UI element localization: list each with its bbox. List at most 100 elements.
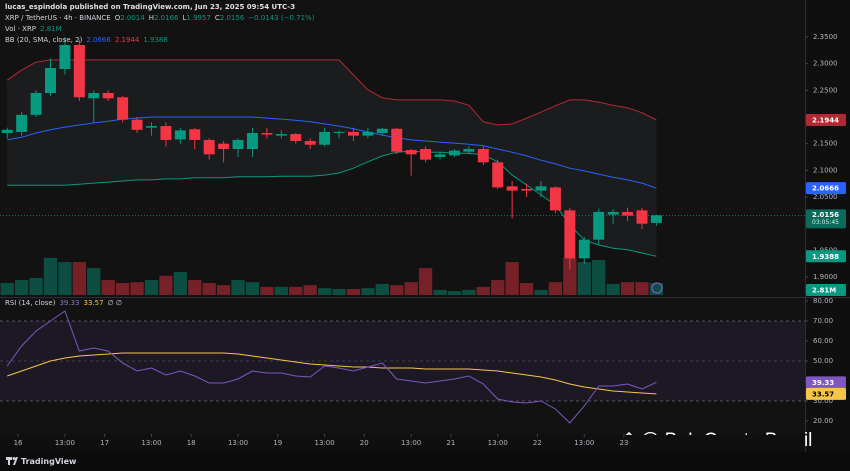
y-tick-label: 2.0500 [813,193,838,201]
volume-bar [418,268,433,295]
rsi-tag-bg [806,376,846,389]
volume-bar [43,257,58,295]
bb-title: BB (20, SMA, close, 2) [5,36,83,44]
countdown: 03:05:45 [812,219,839,226]
bb-lower-tag-bg [806,250,846,263]
candle-body [189,129,201,140]
candle-body [362,131,374,136]
candle-body [636,210,648,224]
candle-body [1,129,13,134]
volume-bar [173,271,187,295]
volume-bar [361,288,375,295]
candle-body [290,134,302,142]
rsi-tag: 39.33 [812,379,834,387]
volume-bar [491,280,505,295]
volume-bar [202,283,216,295]
volume-bar [29,277,43,295]
ohlc-letter: H [148,14,154,22]
x-tick-label: 13:00 [141,439,161,447]
bb-upper-value: 2.1944 [114,36,140,44]
rsi-ma-tag-bg [806,387,846,400]
candle-body [145,126,157,128]
candle-body [376,128,388,134]
bb-lower-value: 1.9388 [143,36,168,44]
candle-body [203,139,215,155]
x-tick-label: 21 [446,439,455,447]
volume-bar [0,283,14,295]
volume-bar [346,289,361,295]
y-tick-label: 2.2500 [813,86,838,94]
published: lucas_espindola published on TradingView… [5,3,296,11]
candle-body [420,149,432,160]
volume-bar [534,289,548,295]
volume-bar [231,280,245,295]
volume-bar [260,286,274,295]
x-tick-label: 17 [100,439,109,447]
candle-body [304,141,316,145]
volume-tag-bg [806,284,846,296]
rsi-legend: RSI (14, close) 39.33 33.57 ∅ ∅ [5,298,122,309]
rsi-tick-label: 60.00 [813,337,833,345]
candle-body [333,131,345,134]
bb-middle-tag-bg [806,182,846,195]
volume-bar [289,286,303,295]
x-tick-label: 22 [533,439,542,447]
volume-bar [390,285,404,295]
ohlc-value: 2.0156 [219,14,245,22]
ohlc-item: O2.0014 [115,13,145,24]
candle-body [218,143,230,150]
x-tick-label: 16 [14,439,23,447]
bb-lower-tag: 1.9388 [812,253,839,261]
symbol: XRP / TetherUS · 4h · BINANCE [5,14,111,22]
candle-body [275,134,287,136]
volume-bar [159,275,173,295]
candle-body [506,186,518,191]
volume-bar [188,280,202,295]
volume-bar [433,289,447,295]
candle-body [16,114,28,132]
y-tick-label: 2.1500 [813,140,838,148]
volume-bar [303,285,317,295]
rsi-ma-value: 33.57 [83,299,104,307]
volume-bar [447,291,462,295]
rsi-title: RSI (14, close) [5,299,56,307]
candle-body [261,133,273,135]
candle-body [578,239,590,259]
candle-body [45,67,56,94]
volume-bar [505,262,519,295]
rsi-ma [7,352,657,395]
candle-body [246,133,258,150]
x-axis-strip [0,435,805,452]
x-tick-label: 19 [273,439,282,447]
x-tick-label: 13:00 [401,439,421,447]
y-tick-label: 2.3000 [813,60,838,68]
volume-bar [144,280,159,295]
volume-bar [606,283,620,295]
candle-body [117,97,129,120]
rsi-tick-label: 20.00 [813,417,833,425]
volume-bar [317,288,332,295]
brand: TradingView [21,457,77,466]
bb-upper-tag-bg [806,113,846,126]
volume-bar [245,282,260,295]
bb-upper [6,59,657,126]
volume-bar [519,283,534,295]
volume-bar [404,282,418,295]
candle-body [232,139,244,150]
bb-middle-tag: 2.0666 [812,185,839,193]
candle-body [174,130,186,140]
volume-bar [72,262,86,295]
candle-body [593,211,605,240]
symbol-row: XRP / TetherUS · 4h · BINANCE O2.0014 H 2.0… [5,13,314,24]
volume-bar [274,286,288,295]
volume-bar [332,289,346,295]
rsi-tick-label: 30.00 [813,397,833,405]
last-price-tag-bg [806,209,846,229]
volume-bar [101,280,115,295]
price-pane [0,0,805,297]
volume-bar [548,282,563,295]
y-tick-label: 2.1000 [813,166,838,174]
volume-bar [115,283,130,295]
